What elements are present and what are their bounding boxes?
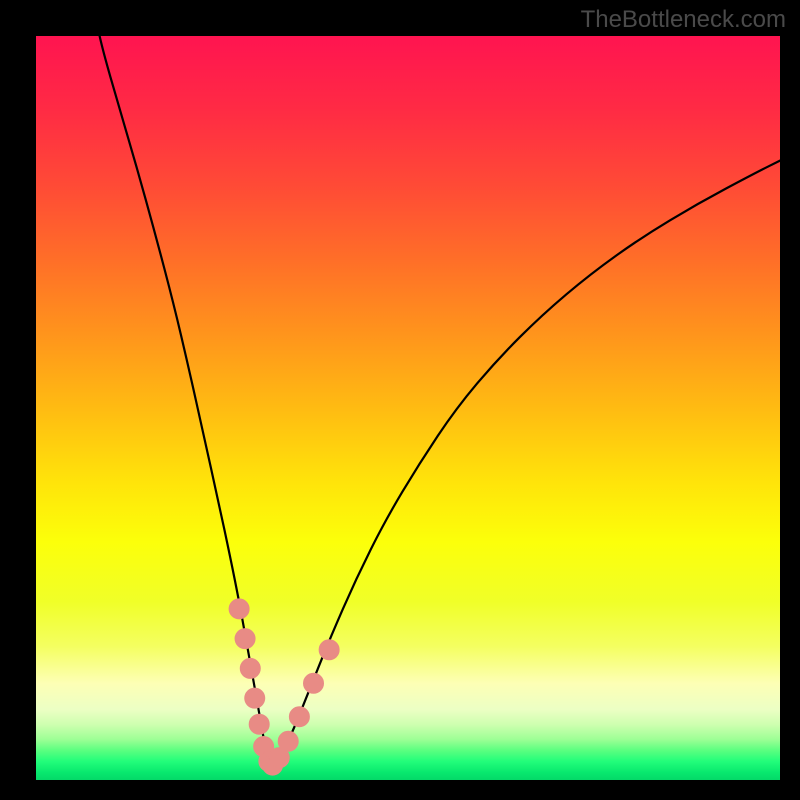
curve-svg: [36, 36, 780, 780]
plot-frame: [36, 36, 780, 780]
curve-marker: [240, 658, 260, 678]
curve-marker: [229, 599, 249, 619]
curve-marker: [235, 629, 255, 649]
bottleneck-curve: [96, 36, 780, 768]
curve-marker: [304, 673, 324, 693]
watermark-text: TheBottleneck.com: [581, 6, 786, 34]
curve-marker: [319, 640, 339, 660]
curve-marker: [289, 707, 309, 727]
page-root: TheBottleneck.com: [0, 0, 800, 800]
curve-marker: [278, 731, 298, 751]
curve-marker: [245, 688, 265, 708]
curve-marker: [249, 714, 269, 734]
